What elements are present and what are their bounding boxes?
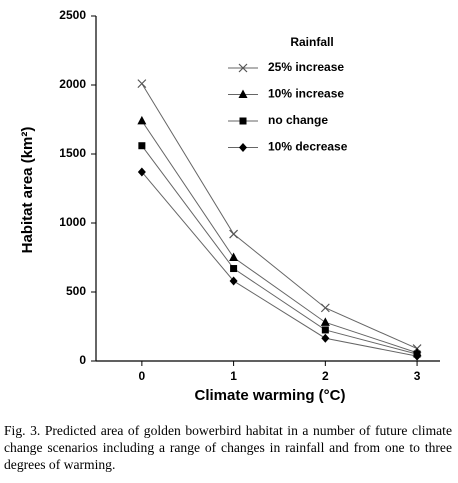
marker xyxy=(229,229,239,239)
legend-label: no change xyxy=(268,113,328,127)
y-tick-label: 2000 xyxy=(59,77,86,91)
legend-marker xyxy=(238,63,248,73)
series-line xyxy=(141,171,418,357)
caption: Fig. 3. Predicted area of golden bowerbi… xyxy=(4,423,452,472)
marker xyxy=(229,276,238,286)
y-tick-label: 2500 xyxy=(59,8,86,22)
y-tick-label: 1500 xyxy=(59,146,86,160)
marker xyxy=(413,351,422,361)
series-line xyxy=(141,83,418,350)
marker xyxy=(320,317,330,326)
x-tick-label: 2 xyxy=(322,369,329,383)
legend-marker xyxy=(238,89,248,98)
x-tick-label: 3 xyxy=(414,369,421,383)
legend-label: 10% decrease xyxy=(268,140,348,154)
marker xyxy=(321,333,330,343)
y-tick-label: 0 xyxy=(79,353,86,367)
marker xyxy=(137,79,147,89)
chart: Habitat area (km²) Climate warming (°C) … xyxy=(19,8,440,404)
legend-marker xyxy=(239,143,247,152)
x-axis-label: Climate warming (°C) xyxy=(194,387,345,404)
legend-label: 10% increase xyxy=(268,87,344,101)
legend-label: 25% increase xyxy=(268,60,344,74)
series-line xyxy=(141,145,418,355)
marker xyxy=(137,167,146,177)
marker xyxy=(229,252,239,261)
legend-title: Rainfall xyxy=(290,35,333,49)
marker xyxy=(321,326,329,334)
y-tick-label: 1000 xyxy=(59,215,86,229)
y-tick-label: 500 xyxy=(66,284,86,298)
x-tick-label: 1 xyxy=(230,369,237,383)
marker xyxy=(230,265,238,273)
y-axis-label: Habitat area (km²) xyxy=(19,127,36,254)
marker xyxy=(137,115,147,125)
series-line xyxy=(141,120,418,354)
x-tick-label: 0 xyxy=(139,369,146,383)
marker xyxy=(320,303,330,313)
legend-marker xyxy=(239,117,247,125)
marker xyxy=(138,142,146,150)
